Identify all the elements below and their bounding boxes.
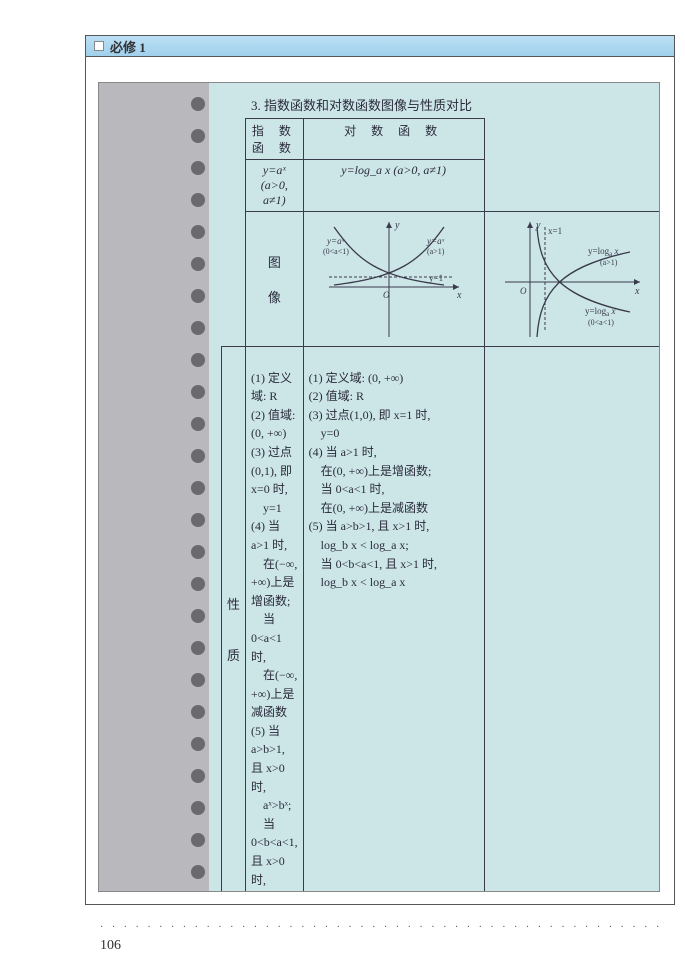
footer-dots: · · · · · · · · · · · · · · · · · · · · … — [100, 922, 660, 933]
row-graph-label: 图 像 — [246, 212, 304, 347]
section3-title: 3. 指数函数和对数函数图像与性质对比 — [251, 95, 645, 114]
spiral-hole — [191, 97, 205, 111]
svg-text:y=aˣ: y=aˣ — [326, 236, 345, 246]
spiral-hole — [191, 833, 205, 847]
svg-text:(a>1): (a>1) — [600, 258, 618, 267]
spiral-hole — [191, 609, 205, 623]
svg-text:y=aˣ: y=aˣ — [426, 236, 445, 246]
svg-text:O: O — [520, 286, 527, 296]
spiral-hole — [191, 641, 205, 655]
content-area: 3. 指数函数和对数函数图像与性质对比 指 数 函 数 对 数 函 数 y=aˣ… — [209, 83, 659, 891]
spiral-hole — [191, 737, 205, 751]
header-title: 必修 1 — [110, 37, 146, 56]
spiral-hole — [191, 161, 205, 175]
svg-text:y=1: y=1 — [429, 273, 443, 283]
spiral-hole — [191, 193, 205, 207]
header-bar: 必修 1 — [85, 35, 675, 57]
svg-text:(0<a<1): (0<a<1) — [588, 318, 614, 327]
spiral-hole — [191, 385, 205, 399]
svg-text:y=loga x: y=loga x — [585, 306, 615, 318]
spiral-hole — [191, 545, 205, 559]
svg-text:O: O — [383, 290, 390, 300]
col1-header: 指 数 函 数 — [246, 119, 304, 160]
log-properties: (1) 定义域: (0, +∞) (2) 值域: R (3) 过点(1,0), … — [303, 347, 484, 892]
spiral-hole — [191, 705, 205, 719]
spiral-hole — [191, 577, 205, 591]
header-square-icon — [94, 41, 104, 51]
svg-text:y: y — [394, 220, 400, 231]
comparison-table: 指 数 函 数 对 数 函 数 y=aˣ (a>0, a≠1) y=log_a … — [221, 118, 659, 891]
spiral-hole — [191, 257, 205, 271]
spiral-hole — [191, 129, 205, 143]
svg-text:x: x — [634, 286, 640, 297]
svg-text:y: y — [535, 220, 541, 231]
exp-properties: (1) 定义域: R (2) 值域: (0, +∞) (3) 过点(0,1), … — [246, 347, 304, 892]
spiral-hole — [191, 769, 205, 783]
spiral-hole — [191, 321, 205, 335]
spiral-hole — [191, 801, 205, 815]
log-graph: x y O x=1 y=loga x (a>1) y=loga x (0<a<1… — [484, 212, 659, 347]
col1-formula: y=aˣ (a>0, a≠1) — [246, 160, 304, 212]
spiral-hole — [191, 289, 205, 303]
spiral-hole — [191, 481, 205, 495]
row-prop-label: 性 质 — [222, 347, 246, 892]
spiral-hole — [191, 673, 205, 687]
page-number: 106 — [100, 938, 121, 954]
col2-formula: y=log_a x (a>0, a≠1) — [303, 160, 484, 212]
svg-text:x=1: x=1 — [548, 226, 562, 236]
spiral-hole — [191, 225, 205, 239]
exp-graph: x y O y=1 y=aˣ (0<a<1) y=aˣ (a>1) — [303, 212, 484, 347]
spiral-hole — [191, 353, 205, 367]
notebook-frame: 3. 指数函数和对数函数图像与性质对比 指 数 函 数 对 数 函 数 y=aˣ… — [98, 82, 660, 892]
spiral-hole — [191, 417, 205, 431]
spiral-hole — [191, 865, 205, 879]
svg-text:x: x — [456, 290, 462, 301]
col2-header: 对 数 函 数 — [303, 119, 484, 160]
spiral-hole — [191, 449, 205, 463]
spiral-hole — [191, 513, 205, 527]
svg-text:(a>1): (a>1) — [427, 247, 445, 256]
svg-text:(0<a<1): (0<a<1) — [323, 247, 349, 256]
